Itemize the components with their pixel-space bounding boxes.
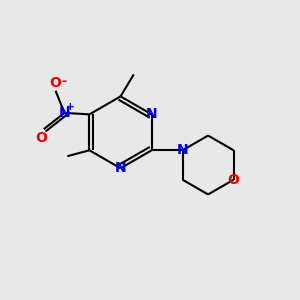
Text: N: N — [177, 143, 188, 157]
Text: +: + — [66, 102, 75, 112]
Text: O: O — [228, 173, 239, 187]
Text: N: N — [115, 161, 126, 175]
Text: O: O — [35, 130, 47, 145]
Text: O: O — [50, 76, 61, 90]
Text: N: N — [146, 107, 158, 122]
Text: -: - — [62, 76, 67, 88]
Text: N: N — [58, 106, 70, 120]
